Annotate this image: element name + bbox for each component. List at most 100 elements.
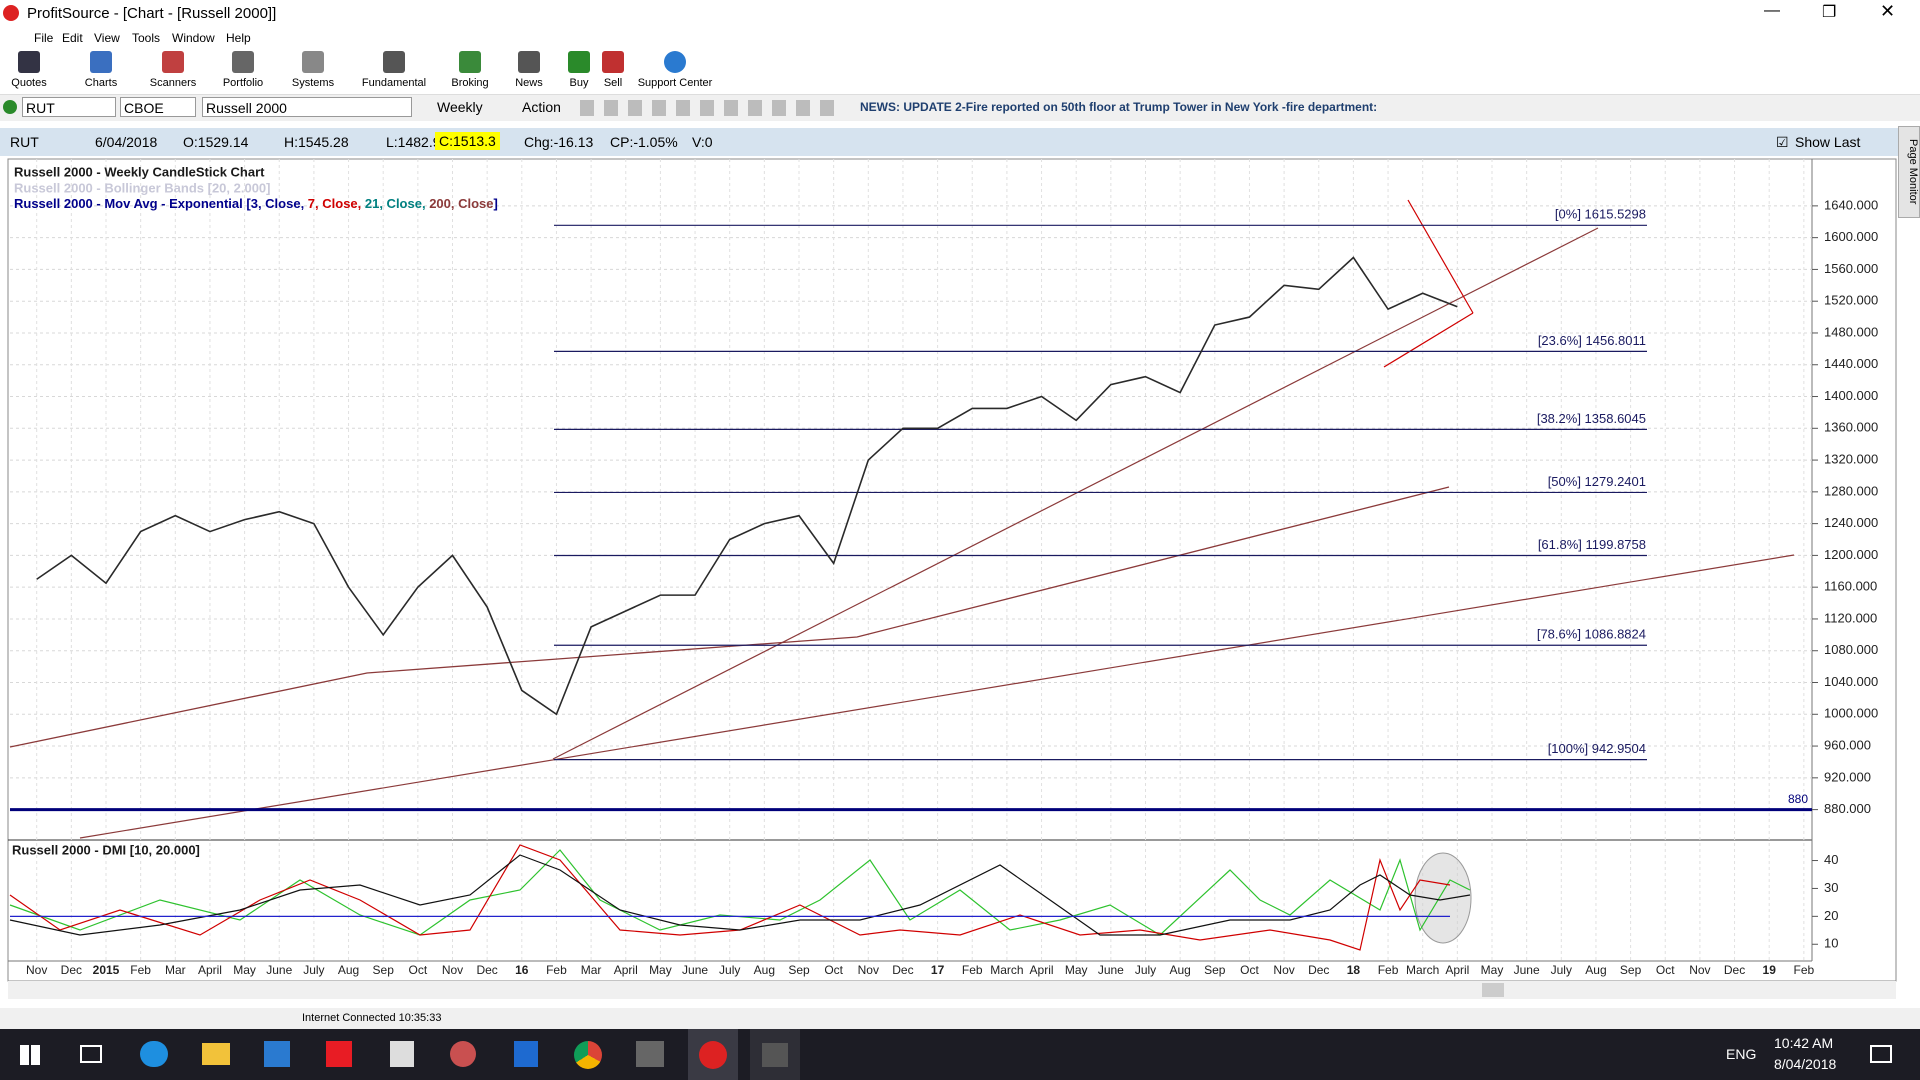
toolbar-icon[interactable] bbox=[664, 51, 686, 73]
toolbar-icon[interactable] bbox=[459, 51, 481, 73]
news-ticker[interactable]: NEWS: UPDATE 2-Fire reported on 50th flo… bbox=[860, 100, 1378, 114]
toolbar-label[interactable]: Fundamental bbox=[361, 77, 427, 89]
toolbar-icon[interactable] bbox=[383, 51, 405, 73]
name-input[interactable]: Russell 2000 bbox=[202, 97, 412, 117]
menu-item[interactable]: Tools bbox=[132, 31, 161, 45]
x-tick-label: July bbox=[303, 963, 324, 977]
y-tick-label: 1280.000 bbox=[1824, 483, 1878, 498]
toolbar-icon[interactable] bbox=[602, 51, 624, 73]
symbol-input[interactable]: RUT bbox=[22, 97, 116, 117]
toolbar: Quotes Charts Scanners Portfolio Systems Fund… bbox=[0, 49, 1920, 93]
scrollbar[interactable] bbox=[8, 981, 1896, 999]
y-tick-label: 1320.000 bbox=[1824, 452, 1878, 467]
start-button[interactable] bbox=[20, 1045, 40, 1065]
exchange-select[interactable]: CBOE bbox=[120, 97, 196, 117]
toolbar-label[interactable]: Support Center bbox=[637, 77, 713, 89]
menu-bar: File Edit View Tools Window Help bbox=[0, 27, 1920, 49]
y-tick-label: 920.000 bbox=[1824, 769, 1871, 784]
chrome-icon[interactable] bbox=[574, 1041, 602, 1069]
menu-item[interactable]: Edit bbox=[62, 31, 83, 45]
profitsource-task[interactable] bbox=[688, 1029, 738, 1080]
toolbar-icon[interactable] bbox=[90, 51, 112, 73]
toolbar-label[interactable]: Buy bbox=[569, 77, 589, 89]
x-tick-label: Sep bbox=[788, 963, 810, 977]
x-tick-label: May bbox=[233, 963, 256, 977]
legend-part: 21, Close, bbox=[365, 196, 429, 211]
x-tick-label: Nov bbox=[442, 963, 463, 977]
y-tick-label: 1040.000 bbox=[1824, 674, 1878, 689]
x-tick-label: April bbox=[614, 963, 638, 977]
store-icon[interactable] bbox=[264, 1041, 290, 1067]
toolbar-label[interactable]: Systems bbox=[291, 77, 335, 89]
dmi-tick-label: 20 bbox=[1824, 908, 1838, 923]
ema-200-line bbox=[9, 486, 1450, 748]
trend-line bbox=[552, 227, 1599, 760]
toolbar-label[interactable]: Broking bbox=[451, 77, 489, 89]
info-low: L:1482.9 bbox=[386, 134, 441, 150]
x-tick-label: Oct bbox=[1240, 963, 1259, 977]
x-tick-label: April bbox=[198, 963, 222, 977]
clock-time[interactable]: 10:42 AM bbox=[1774, 1035, 1834, 1051]
x-tick-label: Feb bbox=[1378, 963, 1399, 977]
app-icon bbox=[3, 5, 19, 21]
adx-line bbox=[9, 854, 1471, 936]
menu-item[interactable]: File bbox=[34, 31, 54, 45]
toolbar-label[interactable]: Charts bbox=[84, 77, 118, 89]
x-tick-label: Nov bbox=[26, 963, 47, 977]
go-task[interactable] bbox=[750, 1029, 800, 1080]
show-last-label[interactable]: Show Last bbox=[1795, 134, 1861, 150]
task-view[interactable] bbox=[80, 1045, 102, 1063]
app-icon[interactable] bbox=[450, 1041, 476, 1067]
menu-item[interactable]: Help bbox=[226, 31, 251, 45]
toolbar-icon[interactable] bbox=[568, 51, 590, 73]
toolbar-label[interactable]: Sell bbox=[603, 77, 623, 89]
info-change: Chg:-16.13 bbox=[524, 134, 594, 150]
clock-date[interactable]: 8/04/2018 bbox=[1774, 1056, 1837, 1072]
restore-button[interactable]: ❐ bbox=[1822, 4, 1837, 21]
toolbar-icon[interactable] bbox=[232, 51, 254, 73]
minimize-button[interactable]: — bbox=[1764, 2, 1780, 19]
go-icon[interactable] bbox=[3, 100, 17, 114]
y-tick-label: 1480.000 bbox=[1824, 324, 1878, 339]
scroll-thumb[interactable] bbox=[1482, 983, 1504, 997]
x-tick-label: Aug bbox=[338, 963, 359, 977]
trend-line bbox=[79, 554, 1795, 839]
menu-item[interactable]: View bbox=[94, 31, 120, 45]
toolbar-label[interactable]: Quotes bbox=[11, 77, 47, 89]
close-button[interactable]: ✕ bbox=[1880, 1, 1896, 21]
menu-item[interactable]: Window bbox=[172, 31, 215, 45]
camera-icon[interactable] bbox=[636, 1041, 664, 1067]
explorer-icon[interactable] bbox=[202, 1043, 230, 1065]
y-tick-label: 1600.000 bbox=[1824, 229, 1878, 244]
x-tick-label: Sep bbox=[373, 963, 395, 977]
y-tick-label: 1160.000 bbox=[1824, 579, 1877, 594]
y-tick-label: 1400.000 bbox=[1824, 388, 1878, 403]
toolbar-label[interactable]: Scanners bbox=[149, 77, 197, 89]
period-select[interactable]: Weekly bbox=[437, 99, 483, 115]
x-tick-label: Feb bbox=[546, 963, 567, 977]
toolbar-icon[interactable] bbox=[162, 51, 184, 73]
price-line bbox=[36, 256, 1458, 716]
fib-label: [23.6%] 1456.8011 bbox=[1538, 333, 1646, 348]
x-tick-label: April bbox=[1030, 963, 1054, 977]
x-tick-label: Dec bbox=[476, 963, 497, 977]
toolbar-label[interactable]: Portfolio bbox=[222, 77, 264, 89]
show-last-checkbox[interactable]: ☑ bbox=[1776, 134, 1789, 150]
dmi-tick-label: 10 bbox=[1824, 936, 1838, 951]
legend-part: Russell 2000 - Mov Avg - Exponential [ bbox=[14, 196, 251, 211]
toolbar-icon[interactable] bbox=[18, 51, 40, 73]
toolbar-icon[interactable] bbox=[302, 51, 324, 73]
toolbar-label[interactable]: News bbox=[515, 77, 543, 89]
shield-icon[interactable] bbox=[514, 1041, 538, 1067]
action-menu[interactable]: Action bbox=[522, 99, 561, 115]
tool-icons[interactable] bbox=[580, 100, 840, 116]
calculator-icon[interactable] bbox=[390, 1041, 414, 1067]
notifications[interactable] bbox=[1870, 1045, 1892, 1063]
edge-icon[interactable] bbox=[140, 1041, 168, 1067]
k-icon[interactable] bbox=[326, 1041, 352, 1067]
toolbar-icon[interactable] bbox=[518, 51, 540, 73]
y-tick-label: 1000.000 bbox=[1824, 706, 1878, 721]
language[interactable]: ENG bbox=[1726, 1046, 1757, 1062]
x-tick-label: Mar bbox=[165, 963, 186, 977]
